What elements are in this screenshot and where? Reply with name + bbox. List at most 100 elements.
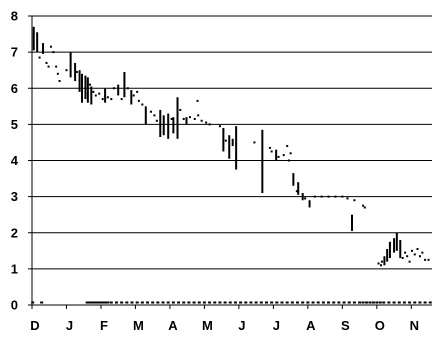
data-point (197, 114, 200, 117)
x-tick-label: J (238, 318, 245, 333)
data-point (155, 119, 158, 122)
zero-point (264, 301, 268, 304)
data-point (92, 90, 95, 93)
zero-point (171, 301, 175, 304)
data-point (182, 117, 185, 120)
x-tick-label: N (410, 318, 419, 333)
y-tick-label: 2 (11, 225, 18, 240)
data-point (113, 87, 116, 90)
zero-point (202, 301, 206, 304)
zero-point (192, 301, 196, 304)
data-point (416, 248, 419, 251)
zero-point (146, 301, 150, 304)
y-tick-label: 8 (11, 9, 18, 24)
zero-point (423, 301, 427, 304)
axes (28, 15, 432, 309)
zero-point (285, 301, 289, 304)
data-point (377, 262, 380, 265)
zero-point (87, 301, 91, 304)
zero-point (102, 301, 106, 304)
data-point (421, 251, 424, 254)
zero-point (90, 301, 94, 304)
data-point (94, 94, 97, 97)
x-tick-label: A (306, 318, 316, 333)
data-point (218, 125, 221, 128)
zero-point (140, 301, 144, 304)
data-point (75, 70, 78, 73)
zero-point (156, 301, 160, 304)
zero-point (120, 301, 124, 304)
zero-point (239, 301, 243, 304)
zero-point (104, 301, 108, 304)
y-tick-label: 1 (11, 261, 18, 276)
zero-point (275, 301, 279, 304)
data-point (270, 150, 273, 153)
zero-point (114, 301, 118, 304)
data-point (277, 155, 280, 158)
zero-point (392, 301, 396, 304)
zero-point (244, 301, 248, 304)
zero-point (327, 301, 331, 304)
data-point (208, 123, 211, 126)
zero-point (161, 301, 165, 304)
zero-point (130, 301, 134, 304)
zero-point (347, 301, 351, 304)
zero-point (233, 301, 237, 304)
zero-point (387, 301, 391, 304)
data-point (404, 251, 407, 254)
zero-point (361, 301, 365, 304)
gridlines (32, 15, 432, 270)
data-point (98, 92, 101, 95)
data-point (188, 116, 191, 119)
x-tick-label: S (341, 318, 350, 333)
data-point (58, 80, 61, 83)
data-point (38, 56, 41, 59)
data-point (52, 51, 55, 54)
zero-point (352, 301, 356, 304)
zero-point (306, 301, 310, 304)
zero-point (428, 301, 432, 304)
zero-point (40, 301, 44, 304)
data-point (65, 69, 68, 72)
zero-point (254, 301, 258, 304)
zero-point (228, 301, 232, 304)
data-point (55, 65, 58, 68)
zero-point (166, 301, 170, 304)
zero-point (135, 301, 139, 304)
data-point (406, 255, 409, 258)
x-tick-label: J (273, 318, 280, 333)
data-point (205, 121, 208, 124)
zero-point (109, 301, 113, 304)
data-point (418, 255, 421, 258)
data-point (179, 108, 182, 111)
data-point (401, 257, 404, 260)
x-tick-label: A (168, 318, 178, 333)
zero-point (408, 301, 412, 304)
x-tick-label: O (375, 318, 385, 333)
zero-point (371, 301, 375, 304)
zero-point (311, 301, 315, 304)
y-tick-label: 4 (11, 153, 19, 168)
data-point (170, 117, 173, 120)
zero-point (177, 301, 181, 304)
zero-point (397, 301, 401, 304)
zero-point (208, 301, 212, 304)
data-point (327, 195, 330, 198)
y-tick-label: 7 (11, 45, 18, 60)
data-point (353, 199, 356, 202)
zero-point (337, 301, 341, 304)
zero-point (368, 301, 372, 304)
data-point (346, 197, 349, 200)
zero-point (316, 301, 320, 304)
zero-point (259, 301, 263, 304)
zero-point (101, 301, 105, 304)
data-point (362, 204, 365, 207)
data-point (136, 90, 139, 93)
y-tick-label: 3 (11, 189, 18, 204)
data-point (153, 114, 156, 117)
zero-point (382, 301, 386, 304)
data-point (126, 87, 129, 90)
x-tick-label: M (133, 318, 144, 333)
data-point (363, 206, 366, 209)
